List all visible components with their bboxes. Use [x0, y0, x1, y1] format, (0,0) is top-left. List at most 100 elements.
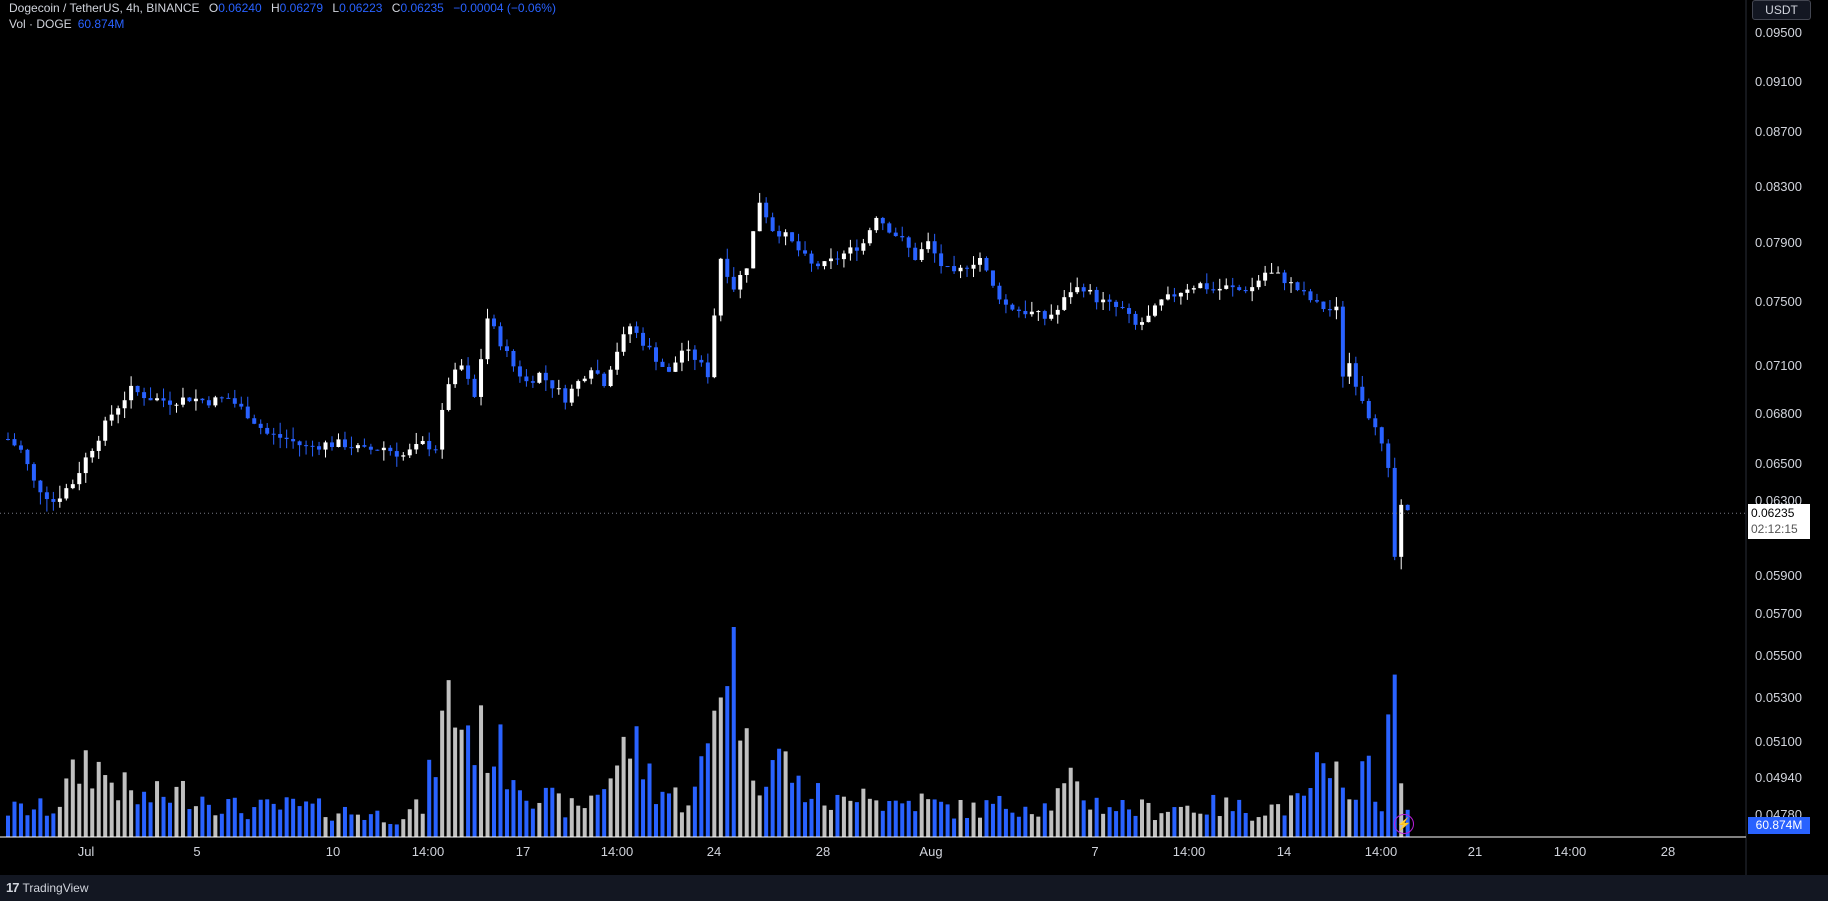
volume-bar: [168, 802, 172, 837]
volume-bar: [796, 775, 801, 837]
candle-body: [971, 264, 976, 269]
volume-bar: [297, 806, 302, 837]
volume-bar: [537, 802, 542, 837]
candle-body: [816, 263, 820, 267]
candle-body: [1016, 309, 1021, 311]
candle-body: [511, 350, 516, 367]
volume-bar: [291, 798, 296, 837]
candle-body: [984, 258, 989, 271]
candle-body: [1211, 289, 1216, 291]
volume-bar: [284, 797, 289, 837]
candle-body: [381, 447, 386, 451]
lightning-icon[interactable]: ⚡: [1394, 814, 1414, 834]
volume-bar: [1101, 813, 1106, 837]
candle-body: [1055, 309, 1060, 315]
candle-body: [1373, 418, 1378, 428]
volume-bar: [70, 759, 75, 837]
candle-body: [783, 232, 788, 237]
candle-body: [1152, 305, 1157, 316]
candle-body: [712, 315, 717, 378]
candle-body: [725, 258, 730, 277]
close-value: 0.06235: [400, 1, 444, 15]
candle-body: [355, 445, 360, 449]
currency-button[interactable]: USDT: [1752, 0, 1811, 20]
volume-bar: [705, 743, 710, 837]
volume-bar: [952, 818, 957, 837]
candle-body: [1237, 287, 1242, 291]
volume-bar: [1295, 793, 1300, 837]
volume-bar: [1321, 763, 1326, 837]
candle-body: [919, 249, 924, 260]
candle-body: [122, 400, 127, 409]
symbol-title[interactable]: Dogecoin / TetherUS, 4h, BINANCE: [9, 1, 200, 15]
time-tick-label: 14:00: [1173, 844, 1206, 859]
tradingview-logo[interactable]: 17 TradingView: [6, 880, 89, 895]
volume-legend-label[interactable]: Vol · DOGE: [9, 17, 72, 31]
candle-body: [44, 492, 49, 500]
candle-body: [1159, 299, 1164, 306]
volume-bar: [615, 765, 620, 837]
candle-body: [764, 202, 769, 218]
volume-bar: [1120, 800, 1125, 837]
volume-bar: [1224, 797, 1229, 837]
candle-body: [550, 380, 555, 389]
price-chart[interactable]: 0.09500 0.09100 0.08700 0.08300 0.07900 0.075…: [0, 0, 1828, 875]
candle-body: [219, 397, 224, 399]
volume-bar: [563, 817, 568, 837]
candle-body: [427, 440, 432, 450]
volume-bar: [913, 811, 918, 837]
candle-body: [654, 347, 658, 362]
volume-bar: [1088, 809, 1093, 837]
volume-bar: [576, 805, 581, 837]
candle-body: [569, 388, 574, 403]
high-value: 0.06279: [279, 1, 324, 15]
candle-body: [608, 369, 613, 387]
price-tick-label: 0.07900: [1755, 235, 1802, 250]
candle-body: [407, 449, 412, 456]
price-tick-label: 0.09500: [1755, 25, 1802, 40]
volume-bar: [1230, 811, 1235, 837]
volume-legend: Vol · DOGE 60.874M: [9, 16, 124, 32]
candle-body: [1127, 308, 1132, 314]
candle-body: [1360, 386, 1365, 401]
candle-body: [265, 427, 270, 434]
volume-bar: [654, 804, 658, 837]
candle-body: [537, 372, 542, 383]
volume-bar: [660, 791, 665, 837]
volume-bar: [984, 800, 989, 837]
volume-bar: [621, 736, 626, 837]
price-tick-label: 0.07100: [1755, 358, 1802, 373]
candle-body: [103, 420, 108, 441]
candle-body: [1314, 300, 1319, 302]
volume-bar: [1114, 811, 1119, 837]
candle-body: [472, 378, 477, 397]
volume-bar: [96, 761, 101, 837]
candle-body: [414, 444, 419, 450]
candle-body: [1178, 292, 1183, 297]
candle-body: [453, 369, 458, 385]
volume-bar: [232, 797, 237, 837]
volume-bar: [1256, 817, 1261, 837]
candle-body: [686, 349, 691, 351]
candle-body: [155, 398, 160, 401]
candle-body: [1107, 299, 1112, 302]
candle-body: [861, 243, 866, 251]
price-tick-label: 0.06800: [1755, 406, 1802, 421]
candle-body: [31, 464, 36, 481]
volume-bar: [90, 788, 95, 837]
volume-bar: [893, 800, 898, 837]
price-tick-label: 0.09100: [1755, 74, 1802, 89]
volume-bar: [213, 815, 218, 837]
candle-body: [1379, 427, 1384, 444]
volume-bar: [751, 780, 756, 837]
volume-bar: [731, 627, 736, 837]
time-tick-label: 21: [1468, 844, 1482, 859]
volume-bar: [1003, 808, 1008, 837]
volume-bar: [381, 822, 386, 837]
candle-body: [161, 398, 166, 401]
candle-body: [880, 217, 885, 224]
candle-body: [1191, 288, 1196, 290]
volume-bar: [517, 790, 522, 837]
volume-bar: [887, 800, 892, 837]
candle-body: [945, 266, 950, 268]
